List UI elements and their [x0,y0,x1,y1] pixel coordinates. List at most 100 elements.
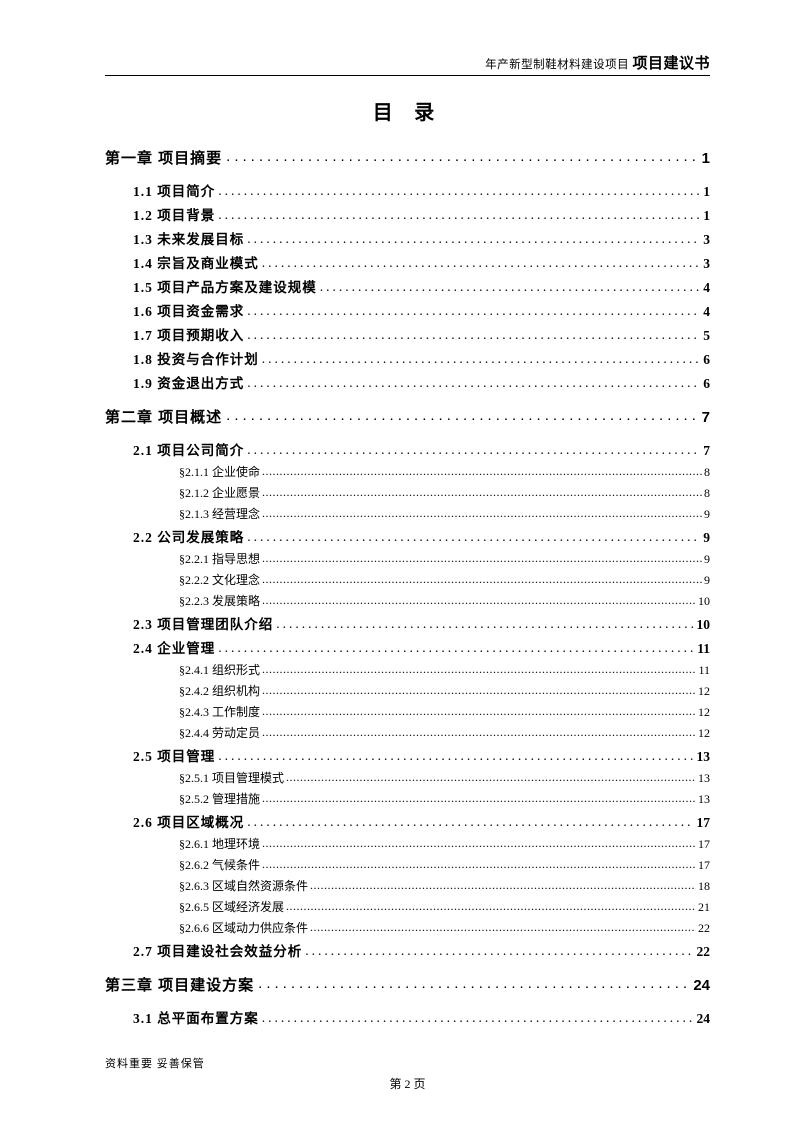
toc-entry-page: 13 [698,792,710,807]
toc-entry-page: 4 [703,304,710,320]
toc-leader-dots [320,279,701,293]
toc-entry-label: §2.1.2 企业愿景 [179,484,260,501]
toc-leader-dots [218,207,700,221]
toc-entry-page: 13 [698,771,710,786]
toc-sub-entry: §2.2.2 文化理念9 [179,571,710,588]
toc-leader-dots [310,920,696,932]
toc-entry-page: 12 [698,705,710,720]
toc-sub-entry: §2.6.2 气候条件17 [179,856,710,873]
toc-entry-page: 21 [698,900,710,915]
header-prefix: 年产新型制鞋材料建设项目 [485,59,629,71]
toc-entry-page: 3 [703,256,710,272]
toc-sub-entry: §2.2.3 发展策略10 [179,592,710,609]
footer-note: 资料重要 妥善保管 [105,1055,710,1071]
toc-entry-label: 1.6 项目资金需求 [133,300,244,320]
toc-entry-page: 22 [697,944,711,960]
toc-entry-label: §2.6.3 区域自然资源条件 [179,877,308,894]
toc-sub-entry: §2.1.3 经营理念9 [179,505,710,522]
toc-leader-dots [262,683,696,695]
toc-entry-page: 1 [702,150,710,167]
toc-entry-page: 9 [703,530,710,546]
toc-entry-label: §2.1.1 企业使命 [179,463,260,480]
toc-section-entry: 2.7 项目建设社会效益分析22 [133,940,710,960]
toc-section-entry: 1.7 项目预期收入5 [133,324,710,344]
toc-entry-label: §2.5.1 项目管理模式 [179,769,284,786]
toc-leader-dots [286,899,696,911]
toc-entry-label: 2.2 公司发展策略 [133,526,244,546]
toc-entry-page: 10 [698,594,710,609]
toc-entry-label: 第一章 项目摘要 [105,147,222,168]
toc-leader-dots [262,593,696,605]
toc-sub-entry: §2.6.6 区域动力供应条件22 [179,919,710,936]
toc-entry-page: 10 [697,617,711,633]
toc-entry-label: §2.6.1 地理环境 [179,835,260,852]
toc-leader-dots [226,148,697,163]
toc-leader-dots [262,351,701,365]
toc-leader-dots [247,814,693,828]
toc-entry-label: §2.2.1 指导思想 [179,550,260,567]
toc-entry-page: 4 [703,280,710,296]
toc-entry-page: 1 [703,184,710,200]
toc-entry-label: 1.4 宗旨及商业模式 [133,252,259,272]
toc-chapter-entry: 第二章 项目概述 7 [105,406,710,427]
toc-leader-dots [262,551,702,563]
toc: 第一章 项目摘要11.1 项目简介11.2 项目背景11.3 未来发展目标31.… [105,147,710,1027]
toc-leader-dots [262,836,696,848]
toc-sub-entry: §2.4.1 组织形式11 [179,661,710,678]
toc-entry-label: §2.6.2 气候条件 [179,856,260,873]
toc-entry-label: 1.3 未来发展目标 [133,228,244,248]
toc-leader-dots [247,375,700,389]
toc-leader-dots [262,662,696,674]
toc-entry-label: 2.5 项目管理 [133,745,215,765]
toc-entry-page: 12 [698,684,710,699]
toc-entry-page: 7 [702,409,710,426]
toc-entry-page: 1 [703,208,710,224]
toc-leader-dots [262,1010,694,1024]
toc-entry-label: 1.7 项目预期收入 [133,324,244,344]
toc-sub-entry: §2.4.2 组织机构 12 [179,682,710,699]
toc-entry-page: 22 [698,921,710,936]
toc-entry-page: 6 [703,376,710,392]
toc-sub-entry: §2.4.3 工作制度 12 [179,703,710,720]
toc-section-entry: 1.2 项目背景1 [133,204,710,224]
toc-section-entry: 2.2 公司发展策略 9 [133,526,710,546]
toc-entry-page: 8 [704,486,710,501]
header-suffix: 项目建议书 [632,56,710,72]
toc-section-entry: 3.1 总平面布置方案24 [133,1007,710,1027]
toc-section-entry: 1.6 项目资金需求 4 [133,300,710,320]
toc-sub-entry: §2.4.4 劳动定员12 [179,724,710,741]
toc-entry-page: 17 [697,815,711,831]
toc-entry-page: 8 [704,465,710,480]
toc-section-entry: 1.1 项目简介1 [133,180,710,200]
toc-entry-page: 12 [698,726,710,741]
page-title: 目 录 [105,96,710,125]
toc-entry-label: 第二章 项目概述 [105,406,222,427]
toc-sub-entry: §2.1.2 企业愿景 8 [179,484,710,501]
page-header: 年产新型制鞋材料建设项目 项目建议书 [105,52,710,76]
toc-entry-label: 2.6 项目区域概况 [133,811,244,831]
toc-entry-page: 7 [703,443,710,459]
toc-entry-label: 第三章 项目建设方案 [105,974,254,995]
toc-section-entry: 1.5 项目产品方案及建设规模4 [133,276,710,296]
page-footer: 资料重要 妥善保管 第 2 页 [105,1055,710,1092]
toc-entry-label: §2.4.3 工作制度 [179,703,260,720]
toc-leader-dots [247,442,700,456]
toc-section-entry: 1.9 资金退出方式6 [133,372,710,392]
toc-entry-page: 24 [697,1011,711,1027]
toc-leader-dots [226,407,697,422]
toc-sub-entry: §2.2.1 指导思想9 [179,550,710,567]
toc-entry-page: 24 [693,977,710,994]
toc-entry-page: 11 [697,641,710,657]
toc-entry-label: 1.8 投资与合作计划 [133,348,259,368]
toc-leader-dots [247,303,700,317]
toc-leader-dots [218,640,694,654]
toc-section-entry: 1.8 投资与合作计划6 [133,348,710,368]
toc-leader-dots [310,878,696,890]
toc-entry-label: §2.6.5 区域经济发展 [179,898,284,915]
toc-sub-entry: §2.1.1 企业使命 8 [179,463,710,480]
toc-leader-dots [286,770,696,782]
toc-entry-label: §2.2.2 文化理念 [179,571,260,588]
toc-entry-label: §2.4.2 组织机构 [179,682,260,699]
toc-entry-label: §2.5.2 管理措施 [179,790,260,807]
toc-leader-dots [262,725,696,737]
